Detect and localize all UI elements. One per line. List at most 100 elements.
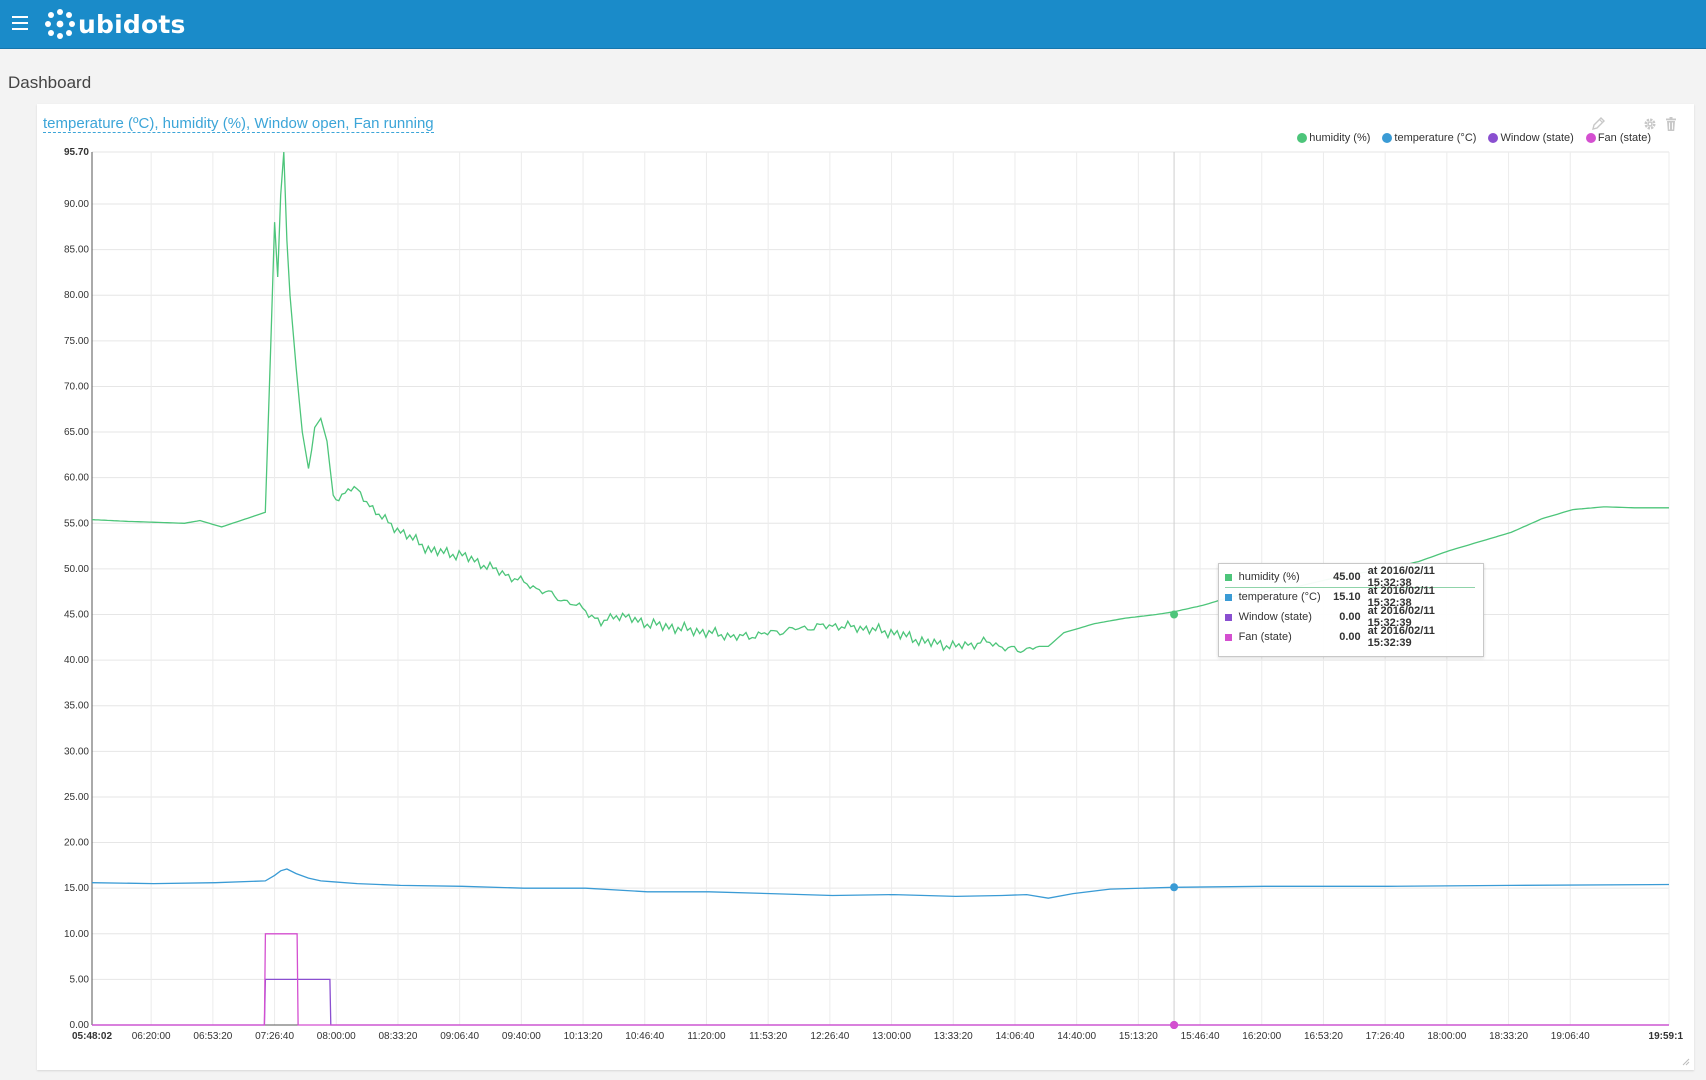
- y-tick-label: 70.00: [64, 381, 89, 392]
- tooltip-value: 45.00: [1333, 571, 1361, 583]
- hamburger-menu-icon[interactable]: [12, 16, 28, 30]
- tooltip-value: 15.10: [1333, 591, 1361, 603]
- tooltip-series-name: Window (state): [1238, 611, 1312, 623]
- x-tick-label: 13:33:20: [934, 1031, 973, 1042]
- x-tick-label: 09:06:40: [440, 1031, 479, 1042]
- y-tick-label: 10.00: [64, 929, 89, 940]
- tooltip-value: 0.00: [1339, 611, 1361, 623]
- ubidots-dots-logo-icon: [45, 9, 75, 39]
- tooltip-timestamp: at 2016/02/11 15:32:39: [1367, 605, 1435, 629]
- y-tick-label: 35.00: [64, 701, 89, 712]
- x-tick-label: 15:13:20: [1119, 1031, 1158, 1042]
- x-tick-label: 15:46:40: [1181, 1031, 1220, 1042]
- x-tick-label: 09:40:00: [502, 1031, 541, 1042]
- brand-name: ubidots: [78, 9, 186, 39]
- legend-item-humidity[interactable]: humidity (%): [1297, 132, 1370, 144]
- tooltip-timestamp: at 2016/02/11 15:32:39: [1367, 625, 1435, 649]
- y-tick-label: 85.00: [64, 245, 89, 256]
- hover-point-marker: [1170, 610, 1179, 619]
- y-tick-label: 0.00: [70, 1020, 90, 1031]
- legend-label: Window (state): [1500, 132, 1574, 144]
- trash-icon[interactable]: [1663, 116, 1679, 132]
- y-tick-label: 90.00: [64, 199, 89, 210]
- x-tick-label: 12:26:40: [810, 1031, 849, 1042]
- legend-item-fan[interactable]: Fan (state): [1585, 132, 1651, 144]
- y-tick-label: 20.00: [64, 838, 89, 849]
- gear-icon[interactable]: [1642, 116, 1658, 132]
- tooltip-value: 0.00: [1339, 631, 1361, 643]
- tooltip-divider: [1225, 587, 1475, 588]
- y-tick-label: 60.00: [64, 473, 89, 484]
- legend-dot: [1488, 133, 1499, 143]
- resize-handle-icon[interactable]: [1682, 1058, 1690, 1066]
- widget-title[interactable]: temperature (ºC), humidity (%), Window o…: [43, 115, 434, 133]
- tooltip-row-fan: Fan (state) 0.00 at 2016/02/11 15:32:39: [1225, 625, 1475, 649]
- x-tick-label: 05:48:02: [72, 1031, 112, 1042]
- page-title: Dashboard: [8, 73, 92, 92]
- tooltip-row-temperature: temperature (°C) 15.10 at 2016/02/11 15:…: [1225, 585, 1475, 609]
- x-tick-label: 10:46:40: [625, 1031, 664, 1042]
- tooltip-series-name: temperature (°C): [1238, 591, 1321, 603]
- x-tick-label: 11:53:20: [749, 1031, 788, 1042]
- x-tick-label: 08:33:20: [378, 1031, 417, 1042]
- x-tick-label: 16:20:00: [1242, 1031, 1281, 1042]
- series-line-3: [92, 933, 1669, 1026]
- y-tick-label: 40.00: [64, 655, 89, 666]
- x-tick-label: 14:40:00: [1057, 1031, 1096, 1042]
- x-tick-label: 19:06:40: [1551, 1031, 1590, 1042]
- legend-dot: [1297, 133, 1308, 143]
- chart-legend: humidity (%) temperature (°C) Window (st…: [1297, 132, 1651, 144]
- y-tick-label: 30.00: [64, 746, 89, 757]
- x-tick-label: 10:13:20: [564, 1031, 603, 1042]
- tooltip-series-name: humidity (%): [1238, 571, 1300, 583]
- y-tick-label: 55.00: [64, 518, 89, 529]
- x-tick-label: 16:53:20: [1304, 1031, 1343, 1042]
- y-tick-label: 75.00: [64, 336, 89, 347]
- legend-item-temperature[interactable]: temperature (°C): [1382, 132, 1476, 144]
- tooltip-swatch: [1225, 613, 1232, 621]
- x-tick-label: 17:26:40: [1366, 1031, 1405, 1042]
- tooltip-row-window: Window (state) 0.00 at 2016/02/11 15:32:…: [1225, 605, 1475, 629]
- tooltip-row-humidity: humidity (%) 45.00 at 2016/02/11 15:32:3…: [1225, 565, 1475, 589]
- x-tick-label: 06:20:00: [132, 1031, 171, 1042]
- pencil-icon[interactable]: [1590, 116, 1606, 132]
- x-tick-label: 14:06:40: [995, 1031, 1034, 1042]
- y-tick-label: 45.00: [64, 609, 89, 620]
- x-tick-label: 18:33:20: [1489, 1031, 1528, 1042]
- y-tick-label: 65.00: [64, 427, 89, 438]
- x-tick-label: 13:00:00: [872, 1031, 911, 1042]
- legend-label: humidity (%): [1309, 132, 1371, 144]
- hover-point-marker: [1170, 1021, 1179, 1029]
- x-tick-label: 19:59:1: [1649, 1031, 1684, 1042]
- legend-label: temperature (°C): [1394, 132, 1477, 144]
- series-line-1: [91, 868, 1670, 899]
- line-chart[interactable]: 0.00 5.00 10.00 15.00 20.00 25.00 30.00 35.00 40…: [37, 104, 1694, 1070]
- legend-label: Fan (state): [1597, 132, 1651, 144]
- y-tick-label: 95.70: [64, 147, 89, 158]
- tooltip-swatch: [1225, 593, 1232, 601]
- x-tick-label: 07:26:40: [255, 1031, 294, 1042]
- series-line-2: [92, 978, 1669, 1026]
- hover-point-marker: [1170, 883, 1179, 892]
- x-tick-label: 18:00:00: [1427, 1031, 1466, 1042]
- tooltip-timestamp: at 2016/02/11 15:32:38: [1367, 565, 1435, 589]
- x-tick-label: 06:53:20: [193, 1031, 232, 1042]
- y-tick-label: 25.00: [64, 792, 89, 803]
- y-tick-label: 50.00: [64, 564, 89, 575]
- tooltip-swatch: [1225, 573, 1232, 581]
- tooltip-series-name: Fan (state): [1238, 631, 1292, 643]
- legend-dot: [1382, 133, 1393, 143]
- x-tick-label: 11:20:00: [687, 1031, 726, 1042]
- ubidots-logo[interactable]: ubidots: [44, 8, 186, 40]
- y-tick-label: 80.00: [64, 290, 89, 301]
- legend-dot: [1585, 133, 1596, 143]
- tooltip-timestamp: at 2016/02/11 15:32:38: [1367, 585, 1435, 609]
- chart-tooltip: humidity (%) 45.00 at 2016/02/11 15:32:3…: [1218, 563, 1484, 657]
- y-tick-label: 5.00: [70, 974, 90, 985]
- top-bar: ubidots: [0, 0, 1706, 49]
- tooltip-swatch: [1225, 633, 1232, 641]
- legend-item-window[interactable]: Window (state): [1488, 132, 1574, 144]
- chart-widget: 0.00 5.00 10.00 15.00 20.00 25.00 30.00 35.00 40…: [37, 104, 1694, 1070]
- y-tick-label: 15.00: [64, 883, 89, 894]
- x-tick-label: 08:00:00: [317, 1031, 356, 1042]
